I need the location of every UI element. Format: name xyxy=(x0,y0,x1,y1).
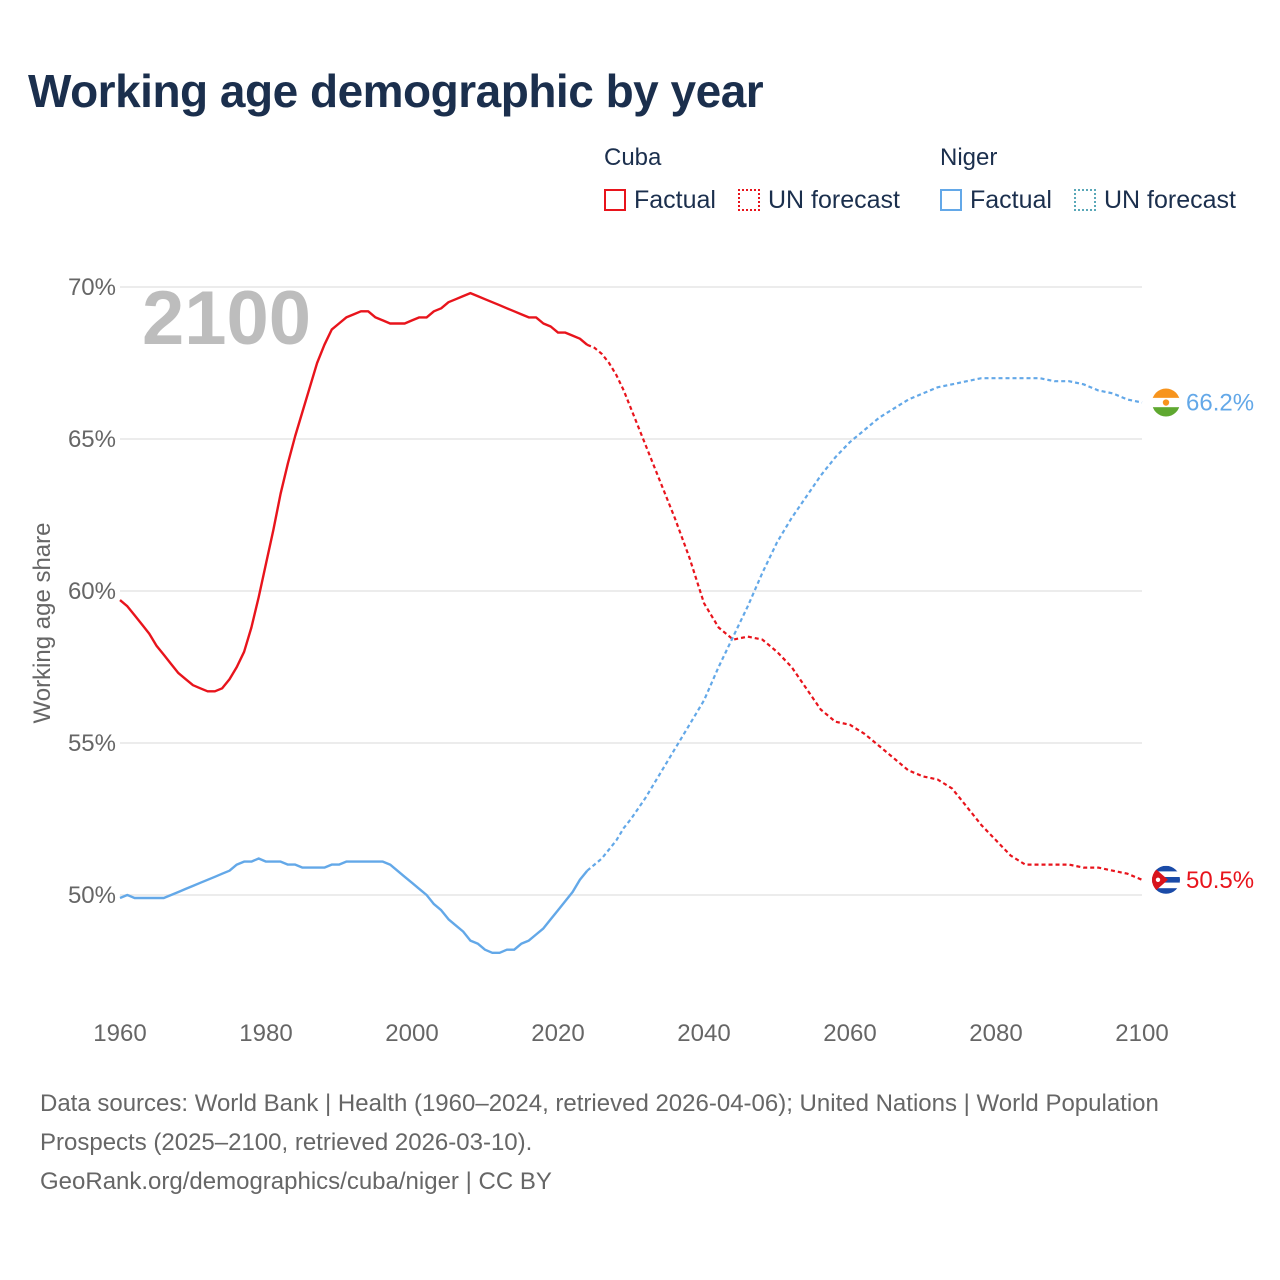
x-tick-label: 2080 xyxy=(969,1020,1022,1047)
y-tick-label: 50% xyxy=(68,882,116,909)
niger-flag-icon xyxy=(1152,388,1180,417)
data-sources: Data sources: World Bank | Health (1960–… xyxy=(40,1090,1159,1156)
x-tick-label: 2040 xyxy=(677,1020,730,1047)
legend-label: Factual xyxy=(970,185,1052,214)
legend-swatch-dotted-icon xyxy=(1074,189,1096,211)
legend-swatch-solid-icon xyxy=(940,189,962,211)
legend-label: UN forecast xyxy=(768,185,900,214)
x-tick-label: 2100 xyxy=(1115,1020,1168,1047)
x-tick-label: 1960 xyxy=(93,1020,146,1047)
y-tick-label: 55% xyxy=(68,730,116,757)
legend-swatch-dotted-icon xyxy=(738,189,760,211)
legend-niger-factual[interactable]: Factual xyxy=(940,184,1052,216)
x-tick-label: 1980 xyxy=(239,1020,292,1047)
niger-forecast-line xyxy=(586,377,1143,872)
year-watermark: 2100 xyxy=(142,276,311,361)
legend-label: Factual xyxy=(634,185,716,214)
cuba-factual-line xyxy=(119,291,588,693)
legend-niger-forecast[interactable]: UN forecast xyxy=(1074,184,1236,216)
legend-cuba-forecast[interactable]: UN forecast xyxy=(738,184,900,216)
y-axis-title: Working age share xyxy=(29,523,56,724)
legend-cuba-factual[interactable]: Factual xyxy=(604,184,716,216)
credit-link[interactable]: GeoRank.org/demographics/cuba/niger | CC… xyxy=(40,1168,552,1195)
legend-swatch-solid-icon xyxy=(604,189,626,211)
niger-end-label: 66.2% xyxy=(1186,390,1254,417)
legend-title-niger: Niger xyxy=(940,144,998,171)
y-tick-label: 70% xyxy=(68,274,116,301)
cuba-end-label: 50.5% xyxy=(1186,867,1254,894)
x-tick-label: 2000 xyxy=(385,1020,438,1047)
legend-title-cuba: Cuba xyxy=(604,144,662,171)
footer: Data sources: World Bank | Health (1960–… xyxy=(40,1084,1160,1201)
legend-label: UN forecast xyxy=(1104,185,1236,214)
x-tick-label: 2060 xyxy=(823,1020,876,1047)
y-tick-label: 65% xyxy=(68,426,116,453)
x-tick-label: 2020 xyxy=(531,1020,584,1047)
niger-factual-line xyxy=(119,857,589,954)
chart-title: Working age demographic by year xyxy=(28,65,764,117)
cuba-forecast-line xyxy=(586,343,1143,881)
cuba-flag-icon xyxy=(1152,865,1180,894)
y-tick-label: 60% xyxy=(68,578,116,605)
